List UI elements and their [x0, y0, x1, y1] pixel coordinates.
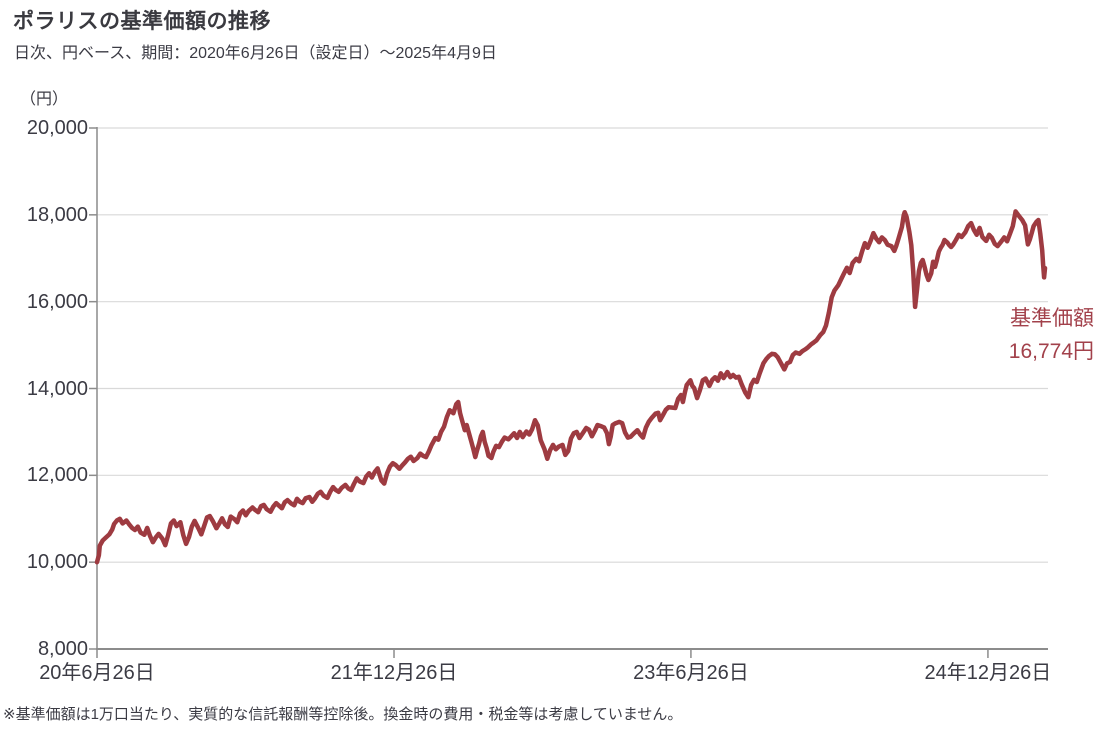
x-axis-tick-label: 23年6月26日 — [633, 662, 749, 684]
y-axis-tick-label: 8,000 — [37, 638, 88, 660]
y-axis-tick-label: 16,000 — [26, 290, 88, 313]
y-axis-tick-label: 18,000 — [26, 203, 88, 226]
chart-title: ポラリスの基準価額の推移 — [13, 10, 271, 33]
x-axis-tick-label: 20年6月26日 — [39, 662, 155, 684]
chart-subtitle: 日次、円ベース、期間：2020年6月26日（設定日）～2025年4月9日 — [14, 45, 497, 62]
x-axis-tick-label: 24年12月26日 — [924, 662, 1052, 684]
y-axis-tick-label: 20,000 — [26, 117, 88, 139]
nav-annotation-value: 16,774円 — [1008, 340, 1094, 363]
chart-footnote: ※基準価額は1万口当たり、実質的な信託報酬等控除後。換金時の費用・税金等は考慮し… — [3, 706, 683, 723]
nav-annotation: 基準価額 16,774円 — [1009, 302, 1094, 368]
y-axis-unit-label: （円） — [20, 91, 69, 108]
nav-annotation-label: 基準価額 — [1010, 307, 1094, 330]
x-axis-tick-label: 21年12月26日 — [330, 662, 458, 684]
y-axis-tick-label: 12,000 — [26, 464, 88, 487]
y-axis-tick-label: 10,000 — [26, 551, 88, 574]
y-axis-tick-label: 14,000 — [26, 377, 88, 400]
